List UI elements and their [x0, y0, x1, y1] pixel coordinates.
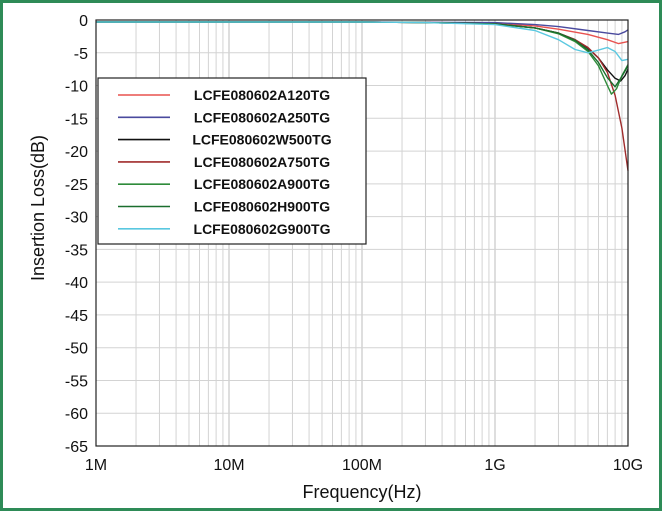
y-tick-label: -15 — [65, 111, 88, 128]
y-tick-label: -50 — [65, 341, 88, 358]
series-line — [96, 21, 629, 62]
legend-box — [97, 77, 367, 245]
legend-label: LCFE080602A750TG — [194, 154, 330, 170]
legend-label: LCFE080602W500TG — [192, 132, 331, 148]
y-tick-label: -55 — [65, 373, 88, 390]
y-tick-label: 0 — [79, 13, 88, 30]
y-tick-label: -10 — [65, 79, 88, 96]
y-tick-label: -45 — [65, 308, 88, 325]
x-tick-label: 10G — [613, 457, 643, 474]
legend: LCFE080602A120TG LCFE080602A250TG LCFE0806… — [97, 77, 367, 245]
x-tick-label: 1G — [484, 457, 505, 474]
y-tick-label: -30 — [65, 210, 88, 227]
legend-label: LCFE080602A250TG — [194, 109, 330, 125]
x-tick-label: 100M — [342, 457, 382, 474]
x-axis-title: Frequency(Hz) — [302, 482, 421, 502]
y-tick-label: -20 — [65, 144, 88, 161]
legend-label: LCFE080602G900TG — [194, 221, 331, 237]
x-tick-label: 10M — [213, 457, 244, 474]
y-tick-label: -40 — [65, 275, 88, 292]
legend-label: LCFE080602A900TG — [194, 176, 330, 192]
y-tick-label: -35 — [65, 242, 88, 259]
series-lines — [96, 21, 629, 171]
y-tick-label: -60 — [65, 406, 88, 423]
y-tick-label: -65 — [65, 439, 88, 456]
y-tick-labels: 0 -5 -10 -15 -20 -25 -30 -35 -40 -45 -50 -55 -60 -65 — [65, 13, 88, 456]
x-tick-label: 1M — [85, 457, 107, 474]
plot-border — [95, 19, 629, 447]
legend-label: LCFE080602A120TG — [194, 87, 330, 103]
x-tick-labels: 1M 10M 100M 1G 10G — [85, 457, 643, 474]
legend-label: LCFE080602H900TG — [194, 199, 330, 215]
y-tick-label: -25 — [65, 177, 88, 194]
y-tick-label: -5 — [74, 46, 88, 63]
y-axis-title: Insertion Loss(dB) — [28, 135, 48, 281]
